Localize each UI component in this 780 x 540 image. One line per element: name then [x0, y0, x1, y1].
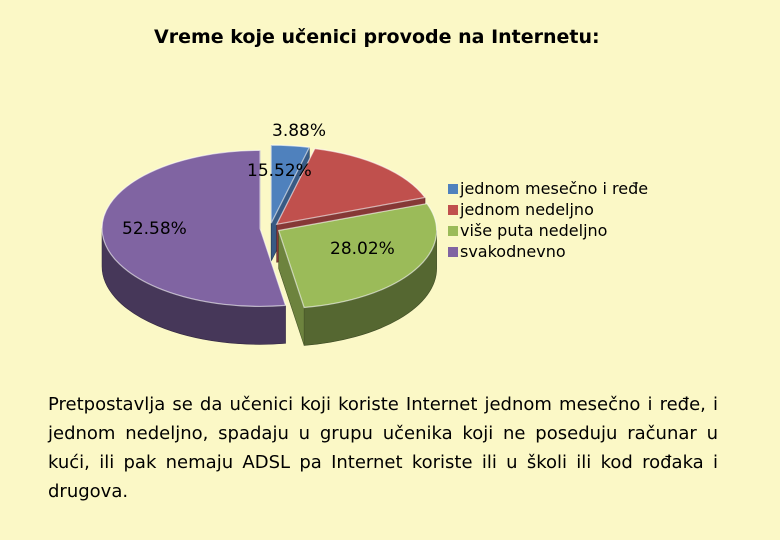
- legend-swatch-3: [448, 246, 458, 257]
- legend-label-1: jednom nedeljno: [460, 200, 594, 219]
- pie-slice-2: [277, 202, 438, 309]
- pie-slice-1: [275, 147, 427, 226]
- legend-item-1: jednom nedeljno: [448, 199, 648, 220]
- legend-label-3: svakodnevno: [460, 242, 566, 261]
- pie-slice-0: [270, 144, 311, 224]
- pie-slice-3: [101, 149, 287, 307]
- pie-chart: 3.88% 15.52% 28.02% 52.58%: [101, 121, 438, 346]
- pie-label-2: 28.02%: [330, 239, 395, 259]
- pie-labels: 3.88% 15.52% 28.02% 52.58%: [122, 121, 395, 259]
- legend-item-2: više puta nedeljno: [448, 220, 648, 241]
- pie-tops: [101, 144, 438, 309]
- caption-text: Pretpostavlja se da učenici koji koriste…: [48, 394, 718, 502]
- legend-item-0: jednom mesečno i ređe: [448, 178, 648, 199]
- legend-label-0: jednom mesečno i ređe: [460, 179, 649, 198]
- pie-label-1: 15.52%: [247, 161, 312, 181]
- chart-title: Vreme koje učenici provode na Internetu:: [154, 26, 600, 48]
- chart-legend: jednom mesečno i ređe jednom nedeljno vi…: [448, 178, 648, 262]
- legend-swatch-1: [448, 204, 458, 215]
- pie-label-3: 52.58%: [122, 219, 187, 239]
- legend-item-3: svakodnevno: [448, 241, 648, 262]
- legend-swatch-2: [448, 225, 458, 236]
- legend-label-2: više puta nedeljno: [460, 221, 608, 240]
- legend-swatch-0: [448, 183, 458, 194]
- pie-label-0: 3.88%: [272, 121, 326, 141]
